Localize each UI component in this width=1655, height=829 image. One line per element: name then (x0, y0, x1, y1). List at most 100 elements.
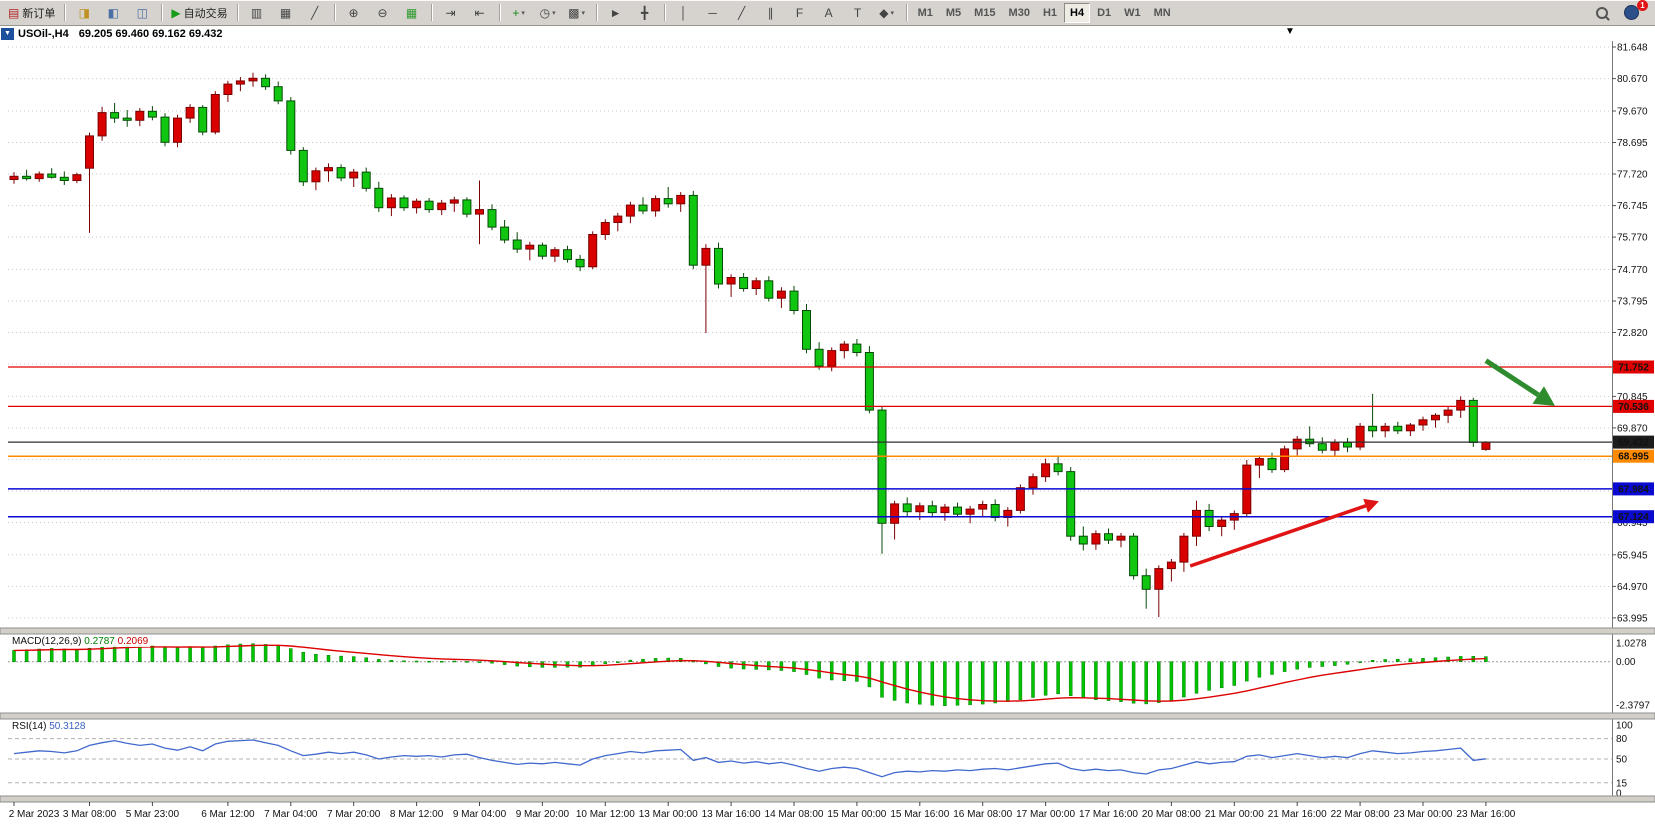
candle-body (1368, 425, 1378, 432)
bar-chart-mode-button[interactable]: ▥ (243, 2, 271, 24)
zoom-in-button[interactable]: ⊕ (340, 2, 368, 24)
fibonacci-icon: F (795, 5, 804, 20)
candle-body (625, 204, 635, 217)
time-axis-label: 16 Mar 08:00 (953, 809, 1012, 820)
timeframe-h1-button[interactable]: H1 (1042, 6, 1058, 19)
candle-body (588, 234, 598, 268)
auto-scroll-button[interactable]: ⇥ (437, 2, 465, 24)
trendline-button[interactable]: ╱ (728, 2, 756, 24)
text-label-button[interactable]: T (844, 2, 872, 24)
macd-histogram-bar (1018, 661, 1023, 700)
new-chart-button[interactable]: + ▾ (505, 2, 533, 24)
macd-signal-line (13, 644, 1486, 702)
macd-histogram-bar (1370, 660, 1375, 662)
auto-trading-button[interactable]: ▶ 自动交易 (167, 2, 231, 24)
price-axis-label: 64.970 (1617, 582, 1648, 593)
market-watch-button[interactable]: ◧ (99, 2, 127, 24)
timeframe-d1-button[interactable]: D1 (1097, 6, 1112, 19)
macd-signal-value: 0.2069 (117, 636, 149, 647)
macd-histogram-bar (351, 656, 356, 662)
candle-body (85, 135, 94, 169)
chart-canvas[interactable]: 81.648 80.670 79.670 78.695 77.720 76.745 75.7… (0, 41, 1655, 829)
text-label-icon: T (853, 5, 862, 20)
panel-splitter[interactable] (0, 795, 1655, 803)
candle-body (1028, 476, 1038, 489)
candlestick-mode-button[interactable]: ▦ (272, 2, 300, 24)
candles-layer (9, 72, 1491, 618)
tile-windows-button[interactable]: ▦ (398, 2, 426, 24)
candle-body (475, 209, 484, 215)
chart-scroll-marker-icon[interactable]: ▼ (1285, 26, 1295, 37)
time-axis-label: 22 Mar 08:00 (1331, 809, 1390, 820)
candle-body (1393, 425, 1403, 432)
time-axis-label: 6 Mar 12:00 (201, 809, 255, 820)
candle-body (1305, 438, 1315, 445)
macd-axis-label: 1.0278 (1616, 639, 1647, 650)
charts-profile-button[interactable]: ◨ (70, 2, 98, 24)
candle-body (72, 174, 82, 181)
profiles-button[interactable]: ◷ ▾ (534, 2, 562, 24)
navigator-button[interactable]: ◫ (128, 2, 156, 24)
candle-body (59, 176, 69, 182)
arrows-tool-button[interactable]: ◆ ▾ (873, 2, 901, 24)
search-icon (1596, 6, 1608, 19)
templates-icon: ▩ (568, 5, 580, 20)
cursor-button[interactable]: ► (602, 2, 630, 24)
candle-body (965, 508, 975, 515)
candle-body (298, 149, 308, 183)
timeframe-m30-button[interactable]: M30 (1008, 6, 1030, 19)
zoom-out-button[interactable]: ⊖ (369, 2, 397, 24)
time-axis-label: 23 Mar 16:00 (1456, 809, 1515, 820)
price-scale[interactable] (1612, 41, 1655, 801)
candle-body (1481, 441, 1491, 450)
chart-shift-button[interactable]: ⇤ (466, 2, 494, 24)
green-down-arrow[interactable] (1484, 358, 1555, 406)
macd-histogram-bar (1245, 661, 1249, 682)
crosshair-button[interactable]: ╋ (631, 2, 659, 24)
macd-histogram-bar (1333, 661, 1337, 666)
equidistant-channel-button[interactable]: ∥ (757, 2, 785, 24)
fibonacci-button[interactable]: F (786, 2, 814, 24)
search-button[interactable] (1588, 2, 1616, 24)
macd-histogram-bar (855, 661, 859, 682)
panel-splitter[interactable] (0, 712, 1655, 720)
red-up-arrow[interactable] (1189, 498, 1379, 568)
timeframe-m15-button[interactable]: M15 (974, 6, 996, 19)
price-axis-label: 63.995 (1617, 613, 1648, 624)
time-axis-label: 20 Mar 08:00 (1142, 809, 1201, 820)
zoom-in-icon: ⊕ (348, 5, 359, 20)
vertical-line-button[interactable]: │ (670, 2, 698, 24)
candle-body (1267, 458, 1277, 471)
text-button[interactable]: A (815, 2, 843, 24)
timeframe-h4-button[interactable]: H4 (1064, 2, 1091, 23)
macd-histogram-bar (213, 645, 218, 662)
panel-splitter[interactable] (0, 627, 1655, 635)
candle-body (1015, 487, 1025, 511)
horizontal-line-button[interactable]: ─ (699, 2, 727, 24)
candle-body (739, 277, 749, 289)
macd-histogram-bar (1056, 661, 1060, 695)
macd-histogram-bar (515, 661, 519, 667)
chart-window-icon[interactable]: ▼ (1, 27, 14, 40)
macd-main-value: 0.2787 (84, 636, 115, 647)
timeframe-mn-button[interactable]: MN (1153, 6, 1171, 19)
time-axis-label: 23 Mar 00:00 (1394, 809, 1453, 820)
templates-button[interactable]: ▩ ▾ (563, 2, 591, 24)
timeframe-w1-button[interactable]: W1 (1124, 6, 1141, 19)
candle-body (814, 348, 824, 367)
account-button[interactable]: 1 (1617, 0, 1648, 24)
timeframe-m1-button[interactable]: M1 (917, 6, 933, 19)
toolbar-separator (161, 4, 163, 21)
timeframe-m5-button[interactable]: M5 (945, 6, 962, 19)
candle-body (1003, 509, 1013, 518)
macd-histogram-bar (276, 645, 280, 662)
line-chart-mode-button[interactable]: ╱ (301, 2, 329, 24)
text-icon: A (824, 5, 833, 20)
time-axis[interactable] (0, 802, 1655, 829)
candle-body (386, 197, 396, 209)
candle-body (1280, 448, 1290, 471)
macd-histogram-bar (1383, 659, 1387, 662)
candle-body (852, 343, 862, 354)
charts-profile-icon: ◨ (78, 5, 91, 20)
new-order-button[interactable]: ▤ 新订单 (4, 2, 59, 24)
